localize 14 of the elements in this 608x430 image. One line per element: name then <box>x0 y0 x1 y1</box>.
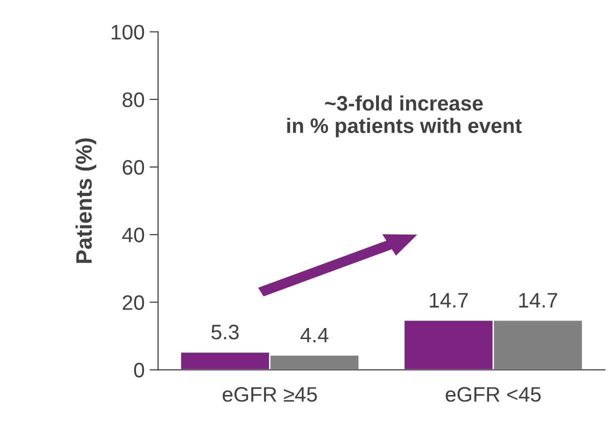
y-tick-label: 80 <box>122 92 144 108</box>
y-axis-title: Patients (%) <box>76 138 96 263</box>
data-label: 14.7 <box>519 293 558 308</box>
y-tick-label: 100 <box>112 24 144 40</box>
y-tick-label: 0 <box>134 362 144 378</box>
data-label: 5.3 <box>211 324 239 340</box>
y-tick-label: 60 <box>122 160 144 175</box>
data-label: 14.7 <box>430 293 468 308</box>
y-tick-label: 20 <box>122 295 144 310</box>
y-tick-label: 40 <box>122 228 144 242</box>
data-label: 4.4 <box>300 328 328 342</box>
x-tick-label: eGFR ≥45 <box>222 387 317 402</box>
annotation: ~3-fold increase in % patients with event <box>287 95 522 138</box>
x-tick-label: eGFR <45 <box>446 387 541 402</box>
